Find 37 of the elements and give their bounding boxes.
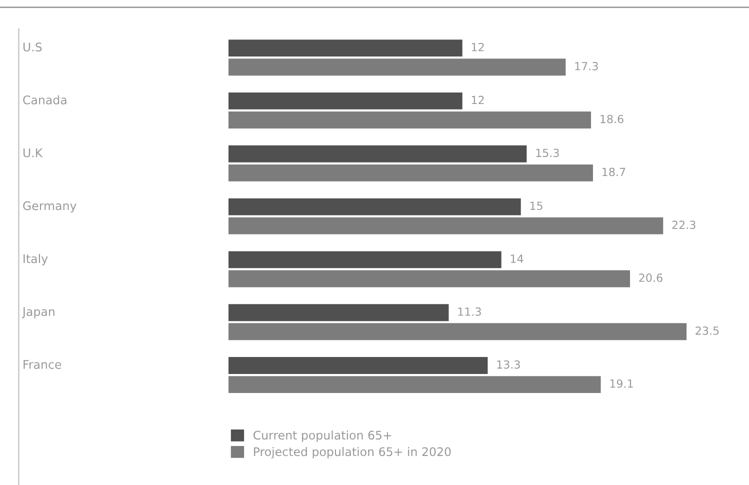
y-tick-label: France xyxy=(24,360,62,369)
data-label: 18.7 xyxy=(602,168,626,176)
data-label: 14 xyxy=(510,254,524,263)
bar xyxy=(228,357,488,374)
data-label: 12 xyxy=(472,96,484,104)
bar xyxy=(228,323,687,340)
data-label: 23.5 xyxy=(696,326,719,335)
bar xyxy=(228,58,566,76)
y-tick-label: U.S xyxy=(23,42,42,52)
y-tick-label: U.K xyxy=(23,148,43,158)
data-label: 15 xyxy=(530,202,542,210)
legend-label: Projected population 65+ in 2020 xyxy=(254,447,451,458)
bar xyxy=(228,198,521,216)
data-label: 22.3 xyxy=(672,220,696,230)
legend-label: Current population 65+ xyxy=(253,430,392,442)
data-label: 20.6 xyxy=(639,274,662,282)
bar xyxy=(228,164,593,182)
bar xyxy=(228,145,527,162)
data-label: 17.3 xyxy=(575,62,598,70)
data-label: 12 xyxy=(472,42,484,52)
bar xyxy=(228,217,664,234)
y-tick-label: Japan xyxy=(22,307,54,318)
y-tick-label: Germany xyxy=(23,201,76,212)
data-label: 18.6 xyxy=(600,114,624,124)
bar xyxy=(228,270,630,288)
bar xyxy=(228,304,449,322)
y-tick-label: Italy xyxy=(24,254,48,266)
data-label: 11.3 xyxy=(458,307,481,316)
bar xyxy=(228,112,592,128)
bar xyxy=(228,376,601,394)
bar xyxy=(228,40,462,57)
data-label: 15.3 xyxy=(536,148,559,158)
y-tick-label: Canada xyxy=(23,95,66,104)
bar xyxy=(228,92,462,110)
data-label: 13.3 xyxy=(497,360,520,369)
bar xyxy=(228,251,502,268)
data-label: 19.1 xyxy=(610,379,633,388)
